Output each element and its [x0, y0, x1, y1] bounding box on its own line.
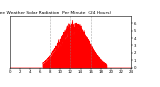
Title: Milwaukee Weather Solar Radiation  Per Minute  (24 Hours): Milwaukee Weather Solar Radiation Per Mi…	[0, 11, 111, 15]
